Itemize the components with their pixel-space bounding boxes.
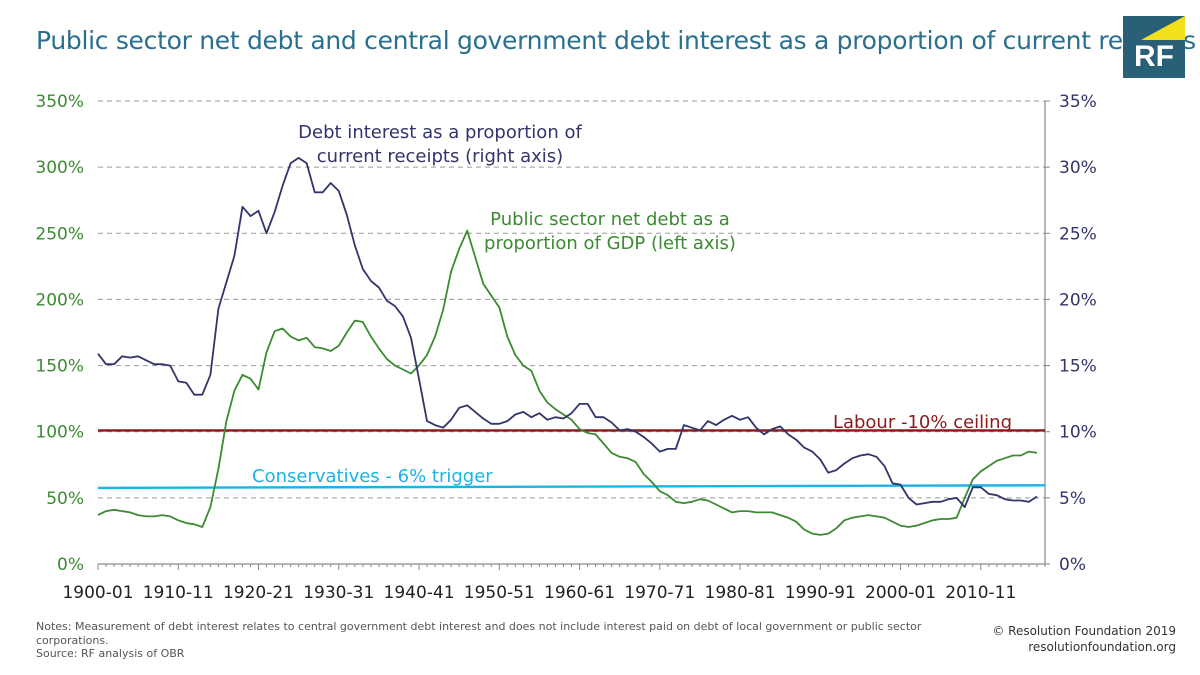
right-tick-label: 20% (1059, 290, 1097, 310)
x-tick-label: 1950-51 (464, 583, 535, 603)
x-tick-label: 2000-01 (865, 583, 936, 603)
website-link[interactable]: resolutionfoundation.org (1028, 640, 1176, 654)
left-tick-label: 0% (57, 555, 84, 575)
right-tick-label: 0% (1059, 555, 1086, 575)
logo-accent-icon (1141, 16, 1185, 40)
x-tick-label: 1920-21 (223, 583, 294, 603)
series-line-conservatives-6-trigger (97, 484, 1046, 490)
x-tick-label: 1930-31 (303, 583, 374, 603)
x-tick-label: 2010-11 (945, 583, 1016, 603)
series-lines (97, 156, 1046, 536)
left-tick-label: 50% (46, 489, 84, 509)
right-tick-label: 30% (1059, 158, 1097, 178)
series-line-public-sector-net-debt-as-a-proportion-of-gdp-left-axis (97, 229, 1038, 536)
x-tick-label: 1990-91 (785, 583, 856, 603)
x-tick-label: 1960-61 (544, 583, 615, 603)
series-label-conservatives-6-trigger: Conservatives - 6% trigger (252, 466, 493, 487)
left-tick-label: 300% (35, 158, 84, 178)
x-tick-label: 1970-71 (624, 583, 695, 603)
right-tick-label: 35% (1059, 92, 1097, 112)
series-label-debt-interest-as-a-proportion-of-current-receipts-right-axis: Debt interest as a proportion of (298, 122, 582, 143)
line-chart: 0% 50% 100% 150% 200% 250% 300% 350% 0% 5% 10% 15%… (35, 92, 1097, 603)
copyright-text: © Resolution Foundation 2019 (992, 624, 1176, 638)
chart-title: Public sector net debt and central gover… (36, 26, 1196, 55)
left-tick-label: 350% (35, 92, 84, 112)
x-tick-label: 1980-81 (705, 583, 776, 603)
series-label-labour-10-ceiling: Labour -10% ceiling (833, 412, 1012, 433)
left-axis-ticks: 0% 50% 100% 150% 200% 250% 300% 350% (35, 92, 84, 575)
series-labels: Debt interest as a proportion of current … (252, 122, 1012, 487)
gridlines (98, 100, 1045, 499)
left-tick-label: 100% (35, 423, 84, 443)
logo-text: RF (1134, 40, 1174, 73)
left-tick-label: 150% (35, 357, 84, 377)
x-axis-ticks: 1900-01 1910-11 1920-21 1930-31 1940-41 1950-… (62, 564, 1046, 603)
right-tick-label: 25% (1059, 224, 1097, 244)
series-label-public-sector-net-debt-as-a-proportion-of-gdp-left-axis: Public sector net debt as a (490, 209, 730, 230)
notes-text: Notes: Measurement of debt interest rela… (36, 620, 922, 647)
left-tick-label: 250% (35, 224, 84, 244)
source-text: Source: RF analysis of OBR (36, 647, 185, 660)
rf-logo: RF (1123, 16, 1185, 78)
x-tick-label: 1940-41 (384, 583, 455, 603)
right-tick-label: 5% (1059, 489, 1086, 509)
series-line-debt-interest-as-a-proportion-of-current-receipts-right-axis (97, 156, 1038, 509)
left-tick-label: 200% (35, 290, 84, 310)
series-label-public-sector-net-debt-as-a-proportion-of-gdp-left-axis: proportion of GDP (left axis) (484, 233, 736, 254)
right-tick-label: 15% (1059, 357, 1097, 377)
notes: Notes: Measurement of debt interest rela… (36, 620, 966, 661)
credit: © Resolution Foundation 2019 resolutionf… (992, 623, 1176, 655)
x-tick-label: 1900-01 (62, 583, 133, 603)
series-label-debt-interest-as-a-proportion-of-current-receipts-right-axis: current receipts (right axis) (317, 146, 563, 167)
right-tick-label: 10% (1059, 423, 1097, 443)
x-tick-label: 1910-11 (143, 583, 214, 603)
right-axis-ticks: 0% 5% 10% 15% 20% 25% 30% 35% (1045, 92, 1097, 575)
axes (98, 101, 1046, 565)
